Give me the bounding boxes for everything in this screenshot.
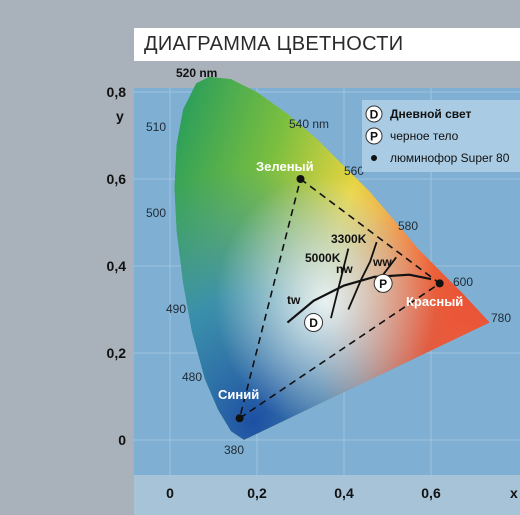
phosphor-label: Красный — [406, 294, 463, 309]
cct-isotherm-line — [347, 241, 378, 310]
wavelength-label: 380 — [224, 443, 244, 457]
legend-dot-icon — [371, 155, 377, 161]
cct-label: 5000K — [305, 251, 341, 265]
legend-label: люминофор Super 80 — [390, 151, 510, 165]
legend-symbol-letter: P — [370, 130, 378, 144]
wavelength-label: 600 — [453, 275, 473, 289]
legend-symbol — [365, 127, 383, 145]
zone-label: ww — [372, 255, 392, 269]
marker-symbol: D — [309, 316, 318, 330]
wavelength-label: 490 — [166, 302, 186, 316]
phosphor-label: Зеленый — [256, 159, 314, 174]
x-tick-label: 0 — [166, 485, 174, 501]
legend: D Дневной свет P черное тело люминофор Super… — [362, 100, 520, 172]
phosphor-point — [296, 175, 305, 183]
chart-title: ДИАГРАММА ЦВЕТНОСТИ — [144, 33, 404, 55]
phosphor-gamut-triangle — [238, 177, 442, 421]
legend-label: черное тело — [390, 129, 459, 143]
phosphor-point — [435, 279, 444, 288]
cct-label: 3300K — [331, 232, 367, 246]
legend-symbol-letter: D — [370, 108, 379, 122]
wavelength-label: 780 — [491, 311, 511, 325]
white-point-glow — [174, 76, 490, 441]
phosphor-point — [235, 414, 244, 423]
y-tick-label: 0,2 — [107, 345, 127, 361]
marker-D — [304, 313, 324, 333]
gamut-triangle — [238, 177, 442, 421]
wavelength-label: 540 nm — [289, 117, 329, 131]
y-tick-label: 0 — [118, 432, 126, 448]
planckian-locus-curve — [286, 273, 432, 324]
title-bar: ДИАГРАММА ЦВЕТНОСТИ — [134, 28, 520, 61]
y-tick-label: 0,8 — [107, 84, 127, 100]
legend-box — [362, 100, 520, 172]
cct-isotherm-line — [330, 248, 350, 319]
wavelength-label: 510 — [146, 120, 166, 134]
wavelength-label: 520 nm — [176, 66, 217, 80]
marker-P — [373, 273, 393, 293]
x-axis-strip — [134, 475, 520, 515]
x-axis-label: x — [510, 485, 518, 501]
legend-label: Дневной свет — [390, 107, 472, 121]
x-tick-label: 0,2 — [247, 485, 267, 501]
x-tick-label: 0,6 — [421, 485, 441, 501]
marker-symbol: P — [379, 277, 387, 291]
zone-label: tw — [287, 293, 301, 307]
y-tick-label: 0,6 — [107, 171, 127, 187]
wavelength-label: 580 — [398, 219, 418, 233]
phosphor-points: Зеленый Красный Синий D P — [218, 159, 463, 423]
y-axis-label: y — [116, 108, 124, 124]
legend-symbol — [365, 105, 383, 123]
zone-label: nw — [336, 262, 353, 276]
y-tick-label: 0,4 — [107, 258, 127, 274]
wavelength-label: 500 — [146, 206, 166, 220]
wavelength-label: 480 — [182, 370, 202, 384]
wavelength-label: 560 — [344, 164, 364, 178]
wavelength-labels: 520 nm 540 nm 560 580 600 780 510 500 490 480 380 3… — [146, 66, 511, 457]
axis-ticks: 0 0,2 0,4 0,6 0 0,2 0,4 0,6 0,8 — [107, 84, 441, 501]
phosphor-label: Синий — [218, 387, 259, 402]
x-tick-label: 0,4 — [334, 485, 354, 501]
